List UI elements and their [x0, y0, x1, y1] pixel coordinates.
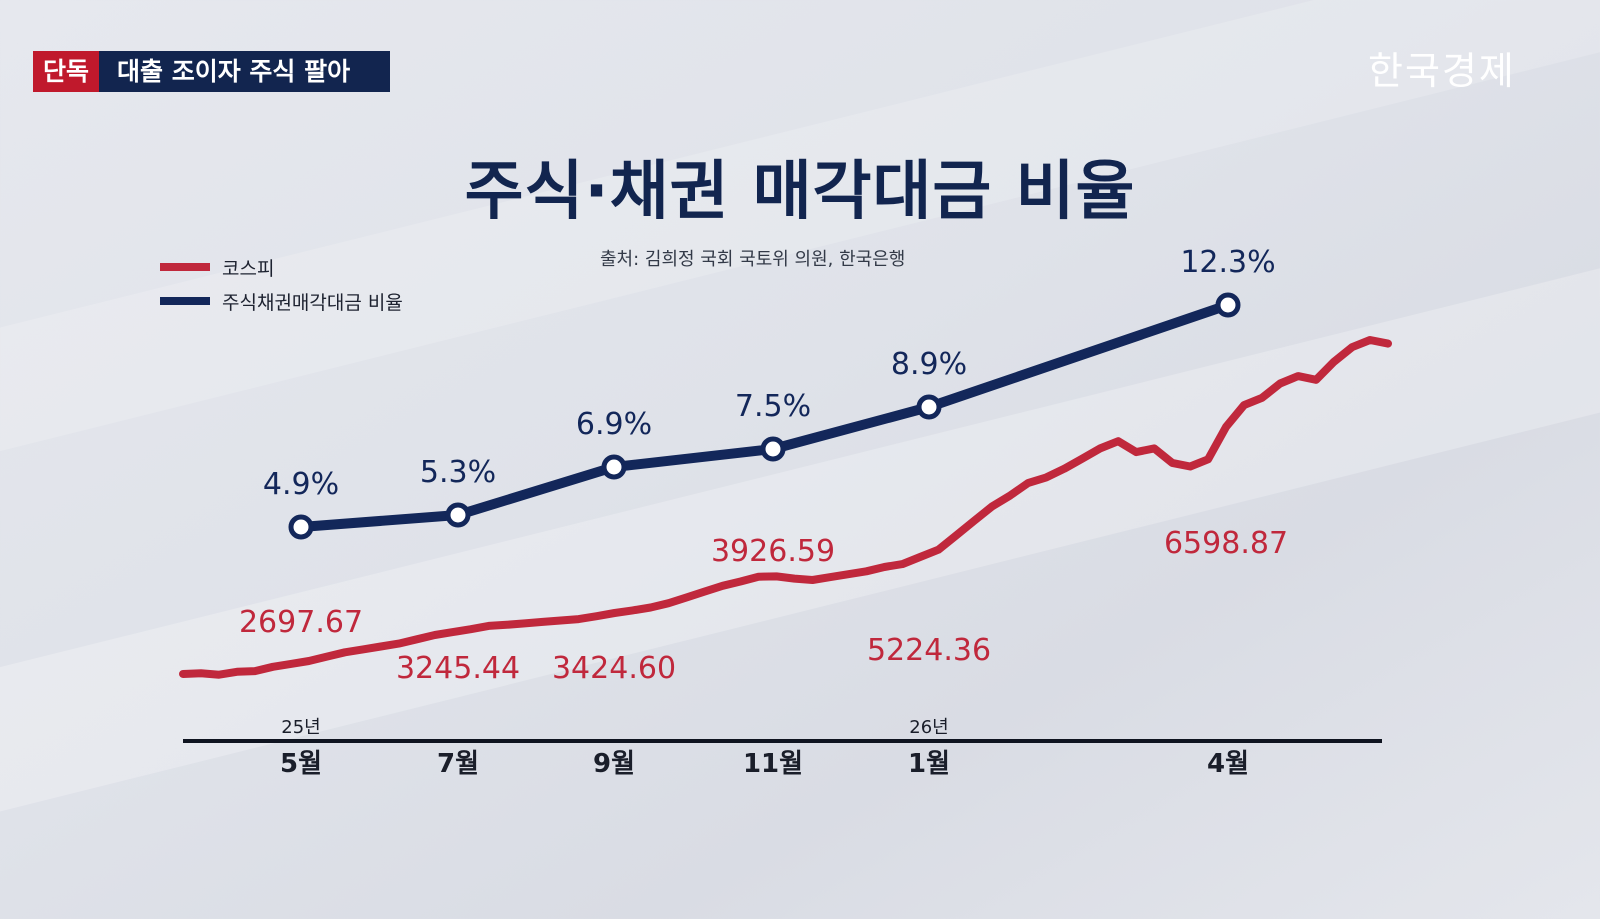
kospi-data-label: 2697.67: [239, 605, 363, 640]
headline-caption: 대출 조이자 주식 팔아: [99, 51, 391, 92]
legend-label-ratio: 주식채권매각대금 비율: [222, 291, 403, 314]
kospi-line: [179, 336, 1392, 679]
kospi-data-label: 3245.44: [396, 651, 520, 686]
chart-source: 출처: 김희정 국회 국토위 의원, 한국은행: [600, 249, 906, 270]
kospi-data-label: 5224.36: [867, 633, 991, 668]
legend-swatch-kospi: [160, 263, 210, 271]
ratio-data-label: 7.5%: [735, 389, 811, 424]
x-tick-label: 7월: [437, 749, 479, 779]
x-tick-label: 5월: [280, 749, 322, 779]
legend-label-kospi: 코스피: [222, 257, 275, 280]
kospi-data-label: 3926.59: [711, 534, 835, 569]
chart-title: 주식·채권 매각대금 비율: [464, 155, 1136, 229]
ratio-point: [288, 514, 314, 540]
x-tick-label: 1월: [908, 749, 950, 779]
year-label: 25년: [281, 717, 320, 738]
ratio-point: [601, 454, 627, 480]
x-tick-label: 11월: [743, 749, 803, 779]
kospi-data-label: 6598.87: [1164, 526, 1288, 561]
ratio-point: [916, 394, 942, 420]
chart-legend: 코스피 주식채권매각대금 비율: [160, 250, 403, 318]
exclusive-tag: 단독: [33, 51, 100, 92]
ratio-data-label: 4.9%: [263, 467, 339, 502]
x-tick-label: 9월: [593, 749, 635, 779]
news-tag-bar: 단독 대출 조이자 주식 팔아: [33, 51, 391, 92]
broadcaster-logo: 한국경제: [1368, 49, 1516, 93]
ratio-data-label: 6.9%: [576, 407, 652, 442]
ratio-point: [760, 436, 786, 462]
legend-swatch-ratio: [160, 297, 210, 305]
ratio-line: [296, 300, 1233, 532]
ratio-point: [1215, 292, 1241, 318]
x-tick-label: 4월: [1207, 749, 1249, 779]
year-label: 26년: [909, 717, 948, 738]
ratio-data-label: 8.9%: [891, 347, 967, 382]
kospi-data-label: 3424.60: [552, 651, 676, 686]
ratio-point: [445, 502, 471, 528]
ratio-data-label: 5.3%: [420, 455, 496, 490]
legend-item-ratio: 주식채권매각대금 비율: [160, 284, 403, 318]
legend-item-kospi: 코스피: [160, 250, 403, 284]
ratio-data-label: 12.3%: [1180, 245, 1275, 280]
